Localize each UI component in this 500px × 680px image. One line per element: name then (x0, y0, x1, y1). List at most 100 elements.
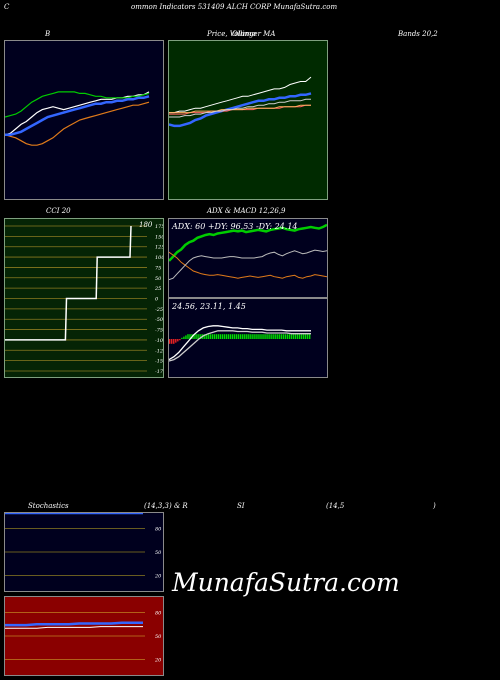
macd-histogram-bar (252, 334, 254, 339)
macd-histogram-bar (187, 334, 189, 339)
macd-histogram-bar (225, 334, 228, 339)
macd-histogram-bar (173, 339, 175, 344)
macd-histogram-bar (296, 334, 299, 339)
macd-chart: 24.56, 23.11, 1.45 (169, 302, 311, 362)
macd-histogram-bar (300, 334, 303, 339)
macd-histogram-bar (213, 334, 216, 339)
stoch-params-label: (14,3,3) & R (144, 502, 188, 510)
macd-histogram-bar (171, 339, 173, 344)
adx-overlay-label: ADX: 60 +DY: 96.53 -DY: 24.14 (171, 222, 298, 231)
macd-histogram-bar (197, 334, 199, 339)
rsi-chart: 80 50 20 (5, 611, 162, 663)
macd-histogram-bar (268, 334, 270, 339)
macd-histogram-bar (219, 334, 222, 339)
macd-histogram-bar (237, 334, 240, 339)
bollinger-panel (4, 40, 164, 200)
rsi-params-label: (14,5 (326, 502, 345, 510)
macd-histogram-bar (308, 334, 311, 339)
adx-macd-label: ADX & MACD 12,26,9 (207, 207, 286, 215)
rsi-tick-label: 80 (155, 611, 162, 617)
bb-label: B (45, 30, 51, 38)
macd-histogram-bar (292, 334, 295, 339)
bollinger-chart (5, 91, 150, 146)
macd-histogram-bar (205, 334, 207, 339)
cci-tick-label: -175 (155, 369, 163, 375)
macd-histogram-bar (229, 334, 232, 339)
macd-histogram-bar (304, 334, 307, 339)
cci-chart: 175 150 125 100 75 50 25 0 -25 -50 -75 -100 -125 -150… (5, 221, 163, 375)
cci-tick-label: 25 (154, 286, 161, 292)
bollinger-series-3 (5, 95, 150, 137)
adx-series-0 (169, 223, 327, 262)
macd-histogram-bar (240, 334, 242, 339)
page-title: ommon Indicators 531409 ALCH CORP Munafa… (131, 3, 338, 11)
cci-tick-label: -25 (155, 307, 163, 313)
macd-histogram-bar (256, 334, 258, 339)
macd-histogram-bar (270, 334, 272, 339)
cci-tick-label: 150 (155, 234, 163, 240)
macd-histogram-bar (258, 334, 260, 339)
stochastics-tick-label: 50 (155, 550, 162, 556)
macd-histogram-bar (181, 337, 183, 339)
macd-histogram-bar (217, 334, 220, 339)
macd-histogram-bar (266, 334, 268, 339)
macd-histogram-bar (185, 335, 187, 339)
macd-histogram-bar (298, 334, 301, 339)
stochastics-tick-label: 20 (154, 573, 162, 579)
price-overlay-label: Ollinger MA (232, 30, 276, 38)
header-c: C (4, 3, 10, 11)
macd-histogram-bar (244, 334, 246, 339)
macd-histogram-bar (302, 334, 305, 339)
macd-histogram-bar (193, 334, 195, 339)
macd-histogram-bar (284, 334, 287, 339)
cci-tick-label: -100 (155, 338, 163, 344)
macd-histogram-bar (306, 334, 309, 339)
macd-histogram-bar (262, 334, 264, 339)
adx-panel: ADX: 60 +DY: 96.53 -DY: 24.14 (168, 218, 328, 298)
macd-series-0 (169, 325, 311, 361)
stochastics-tick-label: 80 (155, 527, 162, 533)
cci-tick-label: 125 (155, 245, 163, 251)
macd-histogram-bar (288, 334, 291, 339)
macd-histogram-bar (199, 334, 201, 339)
macd-histogram-bar (169, 339, 171, 344)
cci-series-0 (5, 225, 132, 341)
adx-chart: ADX: 60 +DY: 96.53 -DY: 24.14 (169, 222, 327, 281)
macd-histogram-bar (177, 339, 179, 342)
cci-tick-label: -125 (155, 348, 163, 354)
stochastics-chart: 80 50 20 (5, 513, 162, 579)
bollinger-series-0 (5, 91, 150, 136)
cci-tick-label: -75 (155, 328, 163, 334)
price-label: Price, Volume (207, 30, 256, 38)
macd-panel: 24.56, 23.11, 1.45 (168, 298, 328, 378)
cci-value-label: 180 (139, 221, 153, 229)
watermark: MunafaSutra.com (172, 568, 400, 597)
macd-histogram-bar (282, 334, 285, 339)
macd-histogram-bar (280, 334, 282, 339)
price-chart (169, 76, 312, 128)
cci-tick-label: -50 (155, 317, 163, 323)
bands-label: Bands 20,2 (398, 30, 438, 38)
macd-histogram-bar (223, 334, 226, 339)
adx-series-1 (169, 251, 327, 279)
rsi-tick-label: 20 (154, 657, 162, 663)
cci-tick-label: -150 (155, 359, 163, 365)
macd-histogram-bar (276, 334, 278, 339)
macd-histogram-bar (290, 334, 293, 339)
macd-histogram-bar (278, 334, 280, 339)
rsi-tick-label: 50 (155, 634, 162, 640)
macd-histogram-bar (211, 334, 214, 339)
cci-tick-label: 75 (155, 265, 161, 271)
macd-histogram-bar (242, 334, 244, 339)
macd-histogram-bar (274, 334, 276, 339)
macd-histogram-bar (294, 334, 297, 339)
macd-histogram-bar (195, 334, 197, 339)
price-series-1 (169, 92, 312, 128)
cci-panel: 175 150 125 100 75 50 25 0 -25 -50 -75 -100 -125 -150… (4, 218, 164, 378)
macd-histogram-bar (227, 334, 230, 339)
macd-histogram-bar (209, 334, 211, 339)
rsi-series-0 (5, 621, 143, 627)
bollinger-series-2 (5, 101, 150, 146)
si-label: SI (237, 502, 245, 510)
macd-histogram-bar (221, 334, 224, 339)
